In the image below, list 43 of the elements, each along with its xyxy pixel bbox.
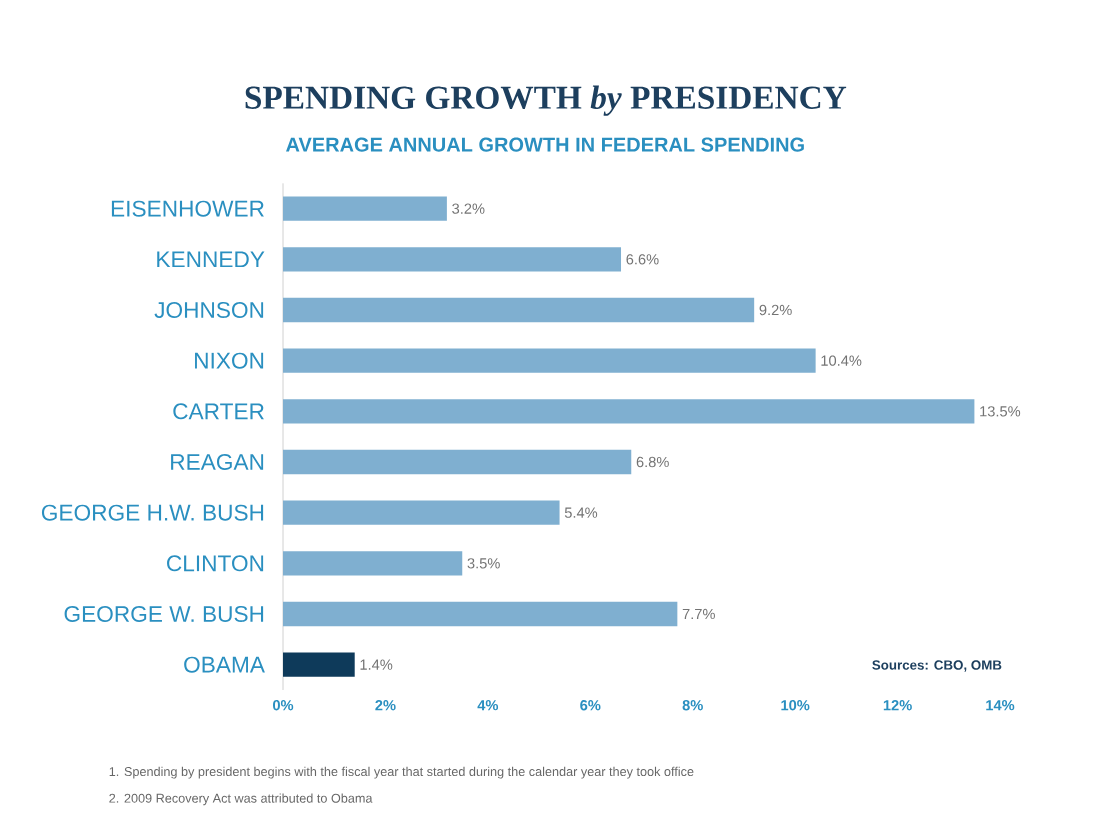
chart-subtitle: AVERAGE ANNUAL GROWTH IN FEDERAL SPENDING [286, 137, 804, 152]
data-label: 5.4% [564, 507, 598, 518]
data-label: 13.5% [980, 406, 1021, 417]
bar [283, 348, 816, 373]
y-tick-label: GEORGE H.W. BUSH [41, 504, 264, 521]
y-tick-label: OBAMA [184, 656, 265, 673]
data-label: 6.6% [626, 254, 659, 265]
x-tick-label: 0% [272, 700, 294, 711]
y-tick-label: GEORGE W. BUSH [64, 605, 264, 623]
y-tick-label: EISENHOWER [111, 200, 264, 217]
y-tick-label: REAGAN [171, 453, 264, 471]
y-tick-label: CLINTON [167, 555, 264, 572]
y-tick-label: KENNEDY [157, 251, 265, 268]
x-tick-label: 2% [375, 700, 396, 711]
data-label: 3.5% [467, 558, 500, 569]
x-tick-label: 6% [580, 700, 601, 711]
y-tick-label: CARTER [173, 403, 264, 420]
text: 1. Spending by president begins with the fiscal year that started during the calendar year they took office [109, 766, 694, 779]
bar [283, 652, 355, 677]
bar [283, 399, 975, 424]
x-tick-label: 12% [883, 700, 912, 711]
data-label: 7.7% [682, 608, 715, 620]
data-label: 10.4% [821, 355, 862, 366]
bar [283, 500, 560, 525]
text: 2. 2009 Recovery Act was attributed to Obama [109, 793, 373, 806]
data-label: 6.8% [636, 456, 669, 468]
data-label: 9.2% [759, 304, 792, 316]
x-tick-label: 14% [986, 700, 1015, 711]
y-tick-label: JOHNSON [154, 301, 264, 319]
data-label: 1.4% [360, 659, 393, 670]
bar [283, 247, 622, 272]
bar [283, 551, 463, 576]
x-tick-label: 8% [682, 700, 703, 711]
chart-title: SPENDING GROWTH by PRESIDENCY [245, 85, 847, 116]
y-tick-label: NIXON [195, 352, 264, 369]
annotation: Sources: CBO, OMB [872, 660, 1002, 672]
bar [283, 297, 755, 323]
data-label: 3.2% [452, 203, 485, 214]
bar [283, 601, 678, 627]
x-tick-label: 4% [477, 700, 499, 711]
bar [283, 196, 447, 221]
x-tick-label: 10% [781, 700, 810, 711]
bar [283, 449, 632, 475]
